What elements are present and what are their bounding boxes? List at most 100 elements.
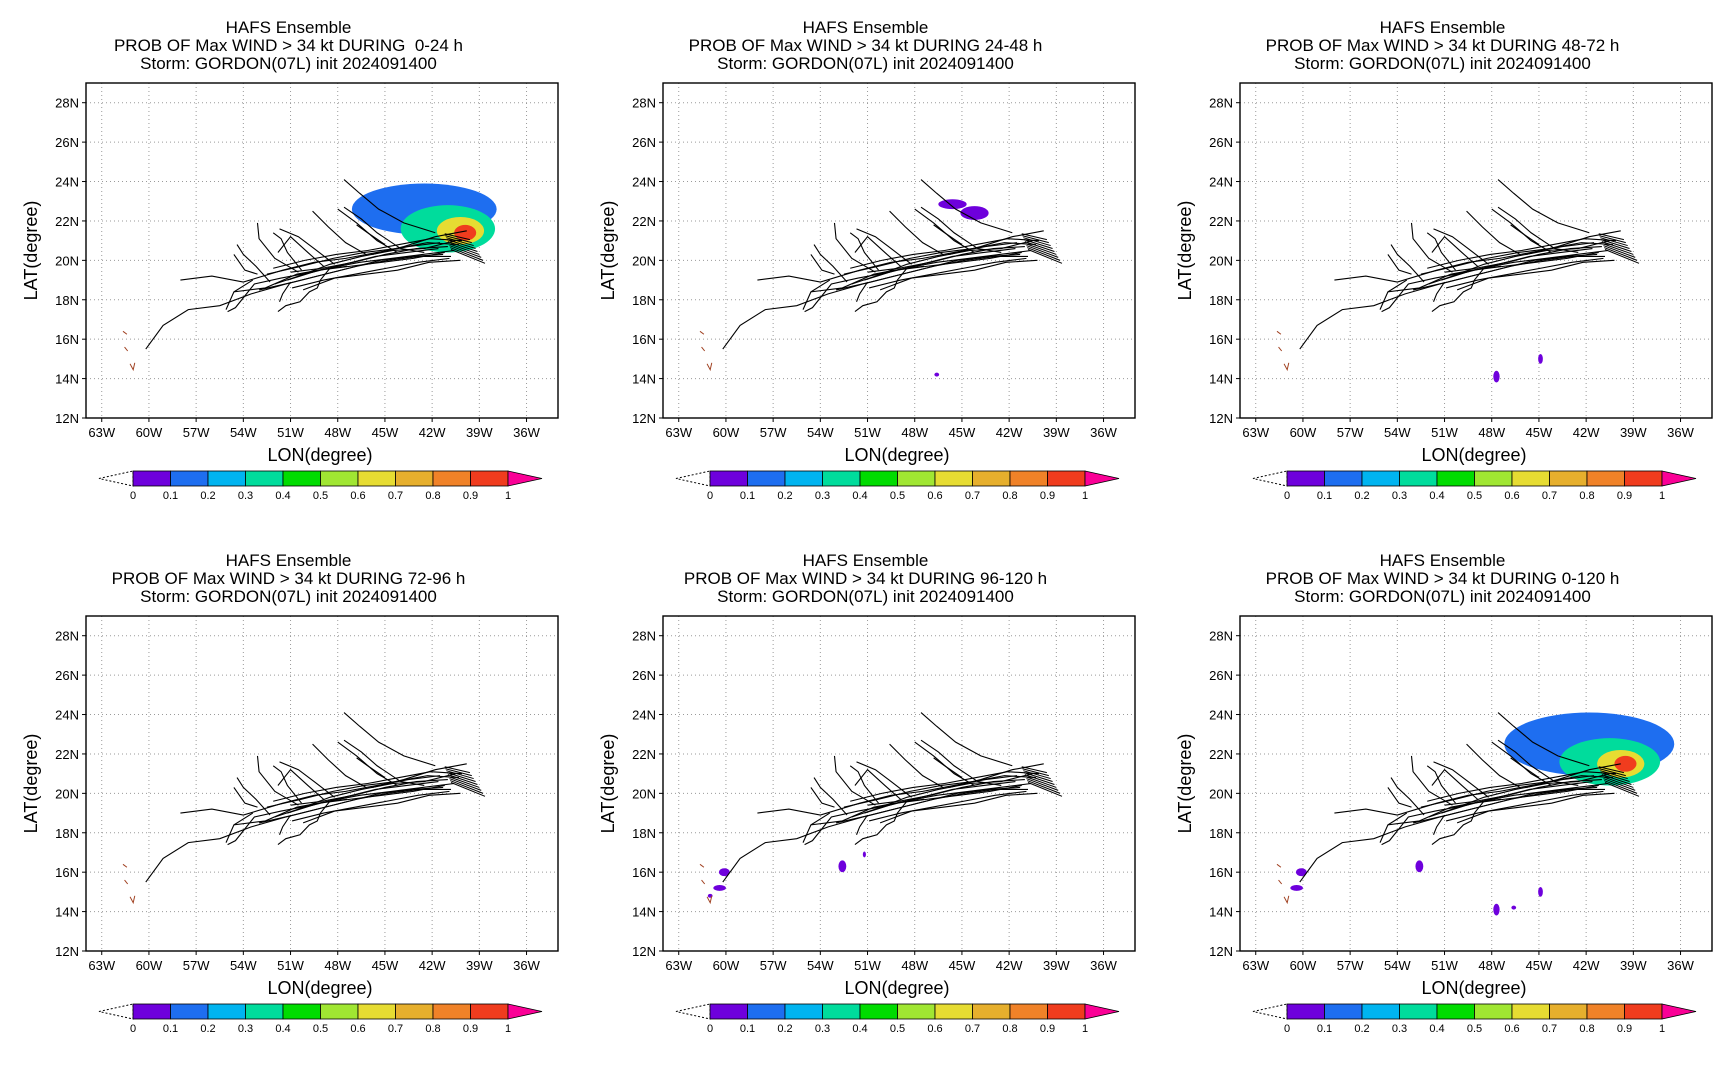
track-line [920,206,1002,254]
track-line [1025,776,1057,788]
colorbar-label: 0.4 [852,490,867,502]
y-tick-label: 14N [1209,372,1233,387]
panel-title-line2: PROB OF Max WIND > 34 kt DURING 24-48 h [688,36,1043,55]
track-line [277,235,324,267]
colorbar-under-arrow [1252,1003,1288,1020]
track-line [233,249,455,293]
x-tick-label: 36W [1667,958,1694,973]
track-line [804,247,1016,313]
x-tick-label: 60W [713,425,740,440]
colorbar-cell [1474,470,1513,487]
island-outline [124,879,129,885]
x-axis-label: LON(degree) [1421,978,1526,998]
track-line [914,741,975,786]
y-axis-label: LAT(degree) [21,734,41,834]
y-tick-label: 18N [55,826,79,841]
colorbar-label: 0.7 [1542,490,1557,502]
ensemble-tracks [145,712,467,883]
panel-plot: 63W 60W 57W 54W 51W 48W 45W 42W 39W 36W 12N 14N 16N 1… [1175,615,1713,1035]
colorbar-cell [1474,1003,1513,1020]
colorbar-label: 1 [505,1023,511,1035]
probability-field [707,851,866,898]
track-line [813,777,848,816]
island-outline [1278,879,1283,885]
track-line [444,233,471,241]
track-line [446,239,476,250]
x-tick-label: 36W [513,425,540,440]
colorbar-label: 0.3 [238,1023,253,1035]
track-line [447,241,478,252]
y-tick-label: 28N [55,96,79,111]
colorbar-cell [357,1003,396,1020]
island-outlines [1276,863,1290,905]
track-line [1299,786,1598,883]
prob-area [960,206,989,220]
y-axis-label: LAT(degree) [1175,734,1195,834]
panel-title-line2: PROB OF Max WIND > 34 kt DURING 0-24 h [113,36,464,55]
track-line [343,206,425,254]
track-fan [444,233,486,264]
colorbar-label: 1 [1659,490,1665,502]
track-line [1381,780,1593,846]
colorbar-cell [709,1003,748,1020]
colorbar-label: 0.7 [1542,1023,1557,1035]
x-tick-label: 54W [1384,425,1411,440]
track-line [1023,772,1053,783]
prob-area [1538,353,1543,364]
prob-area [1511,905,1517,910]
track-line [225,279,254,310]
track-line [810,787,835,808]
gridlines [663,616,1135,951]
x-tick-label: 45W [1526,425,1553,440]
track-line [1420,775,1613,808]
panel-72-96h: HAFS Ensemble PROB OF Max WIND > 34 kt D… [0,533,577,1066]
panel-title-line2: PROB OF Max WIND > 34 kt DURING 96-120 h [683,569,1048,588]
track-line [1491,208,1552,253]
track-line [233,254,258,275]
panel-plot: 63W 60W 57W 54W 51W 48W 45W 42W 39W 36W 12N 14N 16N 1… [598,615,1136,1035]
colorbar-label: 0.1 [163,490,178,502]
track-line [145,253,444,350]
island-outlines [1276,330,1290,372]
colorbar-cell [1286,470,1325,487]
y-tick-label: 24N [55,708,79,723]
x-tick-label: 39W [1043,425,1070,440]
x-tick-label: 60W [713,958,740,973]
track-line [1433,814,1445,835]
colorbar-label: 0.5 [313,490,328,502]
y-tick-label: 22N [1209,747,1233,762]
track-line [236,777,271,816]
track-line [849,232,879,271]
y-tick-label: 16N [632,865,656,880]
track-line [343,179,436,234]
colorbar-cell [934,470,973,487]
x-tick-label: 45W [372,425,399,440]
x-tick-label: 51W [854,958,881,973]
track-line [1379,812,1408,843]
track-line [1023,770,1051,780]
colorbar-label: 0.3 [1392,1023,1407,1035]
track-line [1387,249,1609,293]
x-tick-label: 36W [1090,958,1117,973]
y-tick-label: 28N [1209,629,1233,644]
track-line [856,814,868,835]
x-tick-label: 57W [760,425,787,440]
track-line [856,761,912,798]
track-line [1431,768,1478,800]
x-tick-label: 63W [1242,958,1269,973]
track-line [722,253,1021,350]
y-tick-label: 12N [632,944,656,959]
track-fan [1021,233,1063,264]
track-line [337,741,398,786]
x-tick-label: 54W [230,958,257,973]
x-tick-label: 36W [1090,425,1117,440]
island-outline [701,346,706,352]
track-line [1602,243,1634,255]
x-tick-label: 60W [1290,958,1317,973]
x-tick-label: 60W [136,958,163,973]
island-outlines [699,863,713,905]
track-line [854,235,901,267]
track-line [356,224,386,246]
track-line [1445,257,1604,289]
track-line [1600,237,1628,247]
